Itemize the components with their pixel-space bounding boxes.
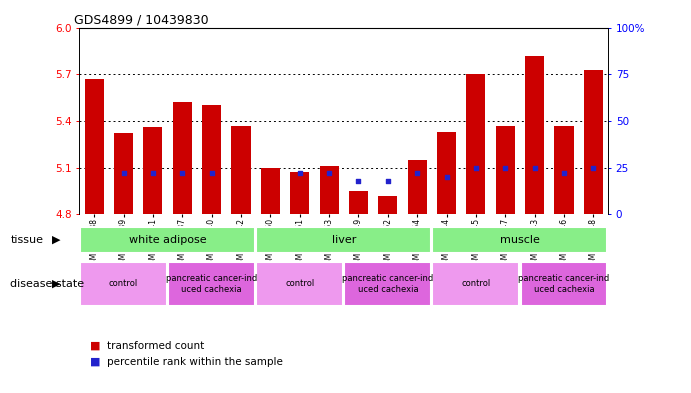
Bar (349, 191, 368, 214)
Text: control: control (285, 279, 314, 288)
Point (558, 170, 569, 176)
Bar (378, 195, 397, 214)
Bar (84, 79, 104, 214)
Text: pancreatic cancer-ind
uced cachexia: pancreatic cancer-ind uced cachexia (518, 274, 609, 294)
Point (471, 164, 482, 171)
Bar (525, 55, 545, 214)
Point (147, 170, 158, 176)
Bar (173, 102, 192, 214)
Bar (344, 262, 431, 306)
Point (529, 164, 540, 171)
Text: percentile rank within the sample: percentile rank within the sample (107, 356, 283, 367)
Bar (168, 262, 255, 306)
Bar (520, 262, 607, 306)
Point (294, 170, 305, 176)
Point (500, 164, 511, 171)
Bar (114, 133, 133, 214)
Bar (80, 262, 167, 306)
Point (118, 170, 129, 176)
Bar (143, 127, 162, 214)
Text: liver: liver (332, 235, 356, 245)
Bar (584, 70, 603, 214)
Text: ▶: ▶ (52, 279, 60, 289)
Point (177, 170, 188, 176)
Text: control: control (462, 279, 491, 288)
Text: ■: ■ (90, 341, 100, 351)
Text: pancreatic cancer-ind
uced cachexia: pancreatic cancer-ind uced cachexia (342, 274, 433, 294)
Bar (290, 172, 310, 214)
Text: GDS4899 / 10439830: GDS4899 / 10439830 (74, 13, 209, 26)
Point (206, 170, 217, 176)
Point (323, 170, 334, 176)
Text: pancreatic cancer-ind
uced cachexia: pancreatic cancer-ind uced cachexia (166, 274, 257, 294)
Text: tissue: tissue (10, 235, 44, 245)
Bar (256, 262, 343, 306)
Text: transformed count: transformed count (107, 341, 205, 351)
Bar (466, 74, 486, 214)
Text: disease state: disease state (10, 279, 84, 289)
Bar (256, 226, 431, 253)
Bar (202, 105, 221, 214)
Point (353, 177, 364, 184)
Text: ▶: ▶ (52, 235, 60, 245)
Text: ■: ■ (90, 356, 100, 367)
Bar (231, 125, 251, 214)
Text: white adipose: white adipose (129, 235, 207, 245)
Text: control: control (109, 279, 138, 288)
Bar (319, 166, 339, 214)
Bar (261, 167, 280, 214)
Bar (80, 226, 255, 253)
Bar (495, 125, 515, 214)
Point (441, 174, 452, 180)
Point (588, 164, 599, 171)
Text: muscle: muscle (500, 235, 540, 245)
Bar (433, 262, 520, 306)
Bar (437, 132, 456, 214)
Point (412, 170, 423, 176)
Bar (433, 226, 607, 253)
Bar (554, 125, 574, 214)
Point (382, 177, 393, 184)
Bar (408, 160, 427, 214)
